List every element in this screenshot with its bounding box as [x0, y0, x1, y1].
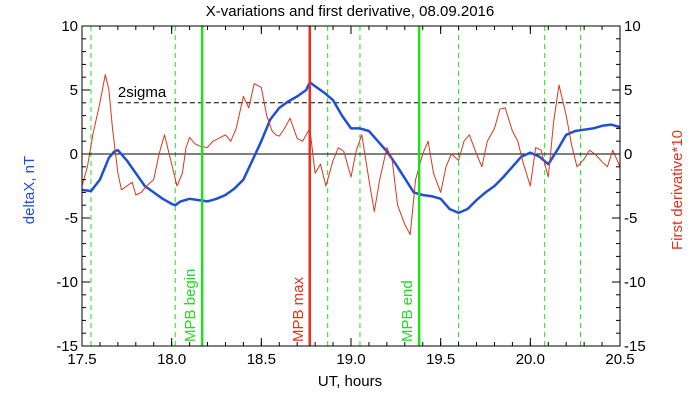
x-tick-label: 18.5 [247, 351, 276, 368]
event-marker-label: MPB max [290, 276, 307, 342]
event-marker-label: MPB end [399, 280, 416, 342]
y-axis-label-left: deltaX, nT [21, 156, 38, 224]
x-tick-label: 19.5 [426, 351, 455, 368]
x-tick-label: 18.0 [157, 351, 186, 368]
y-tick-label-right: 10 [624, 18, 641, 35]
y-tick-label-left: -15 [56, 338, 78, 355]
x-tick-label: 19.0 [336, 351, 365, 368]
series-layer [81, 74, 621, 236]
x-tick-label: 20.5 [605, 351, 634, 368]
y-tick-label-left: 10 [61, 18, 78, 35]
y-tick-label-left: 5 [70, 82, 78, 99]
y-tick-label-left: 0 [70, 146, 78, 163]
y-tick-label-right: -15 [624, 338, 646, 355]
x-tick-label: 20.0 [516, 351, 545, 368]
y-tick-label-right: 0 [624, 146, 632, 163]
reference-lines: 2sigma [82, 26, 620, 346]
axis-ticks: 17.5 18.0 18.5 19.0 19.5 20.0 20.5 10 10 5 5 0 0 -5 -5… [56, 18, 645, 368]
y-tick-label-right: -10 [624, 274, 646, 291]
y-tick-label-right: -5 [624, 210, 637, 227]
event-markers: MPB begin MPB max MPB end [182, 26, 421, 346]
chart-title: X-variations and first derivative, 08.09… [206, 3, 495, 20]
sigma-label: 2sigma [118, 84, 167, 101]
plot-frame [81, 25, 621, 347]
y-tick-label-left: -10 [56, 274, 78, 291]
series-derivative-line [81, 74, 621, 236]
y-axis-label-right: First derivative*10 [669, 130, 686, 250]
x-axis-label: UT, hours [318, 373, 382, 390]
event-marker-label: MPB begin [182, 269, 199, 342]
x-tick-label: 17.5 [67, 351, 96, 368]
y-tick-label-left: -5 [65, 210, 78, 227]
y-tick-label-right: 5 [624, 82, 632, 99]
series-deltax-line [81, 81, 621, 215]
